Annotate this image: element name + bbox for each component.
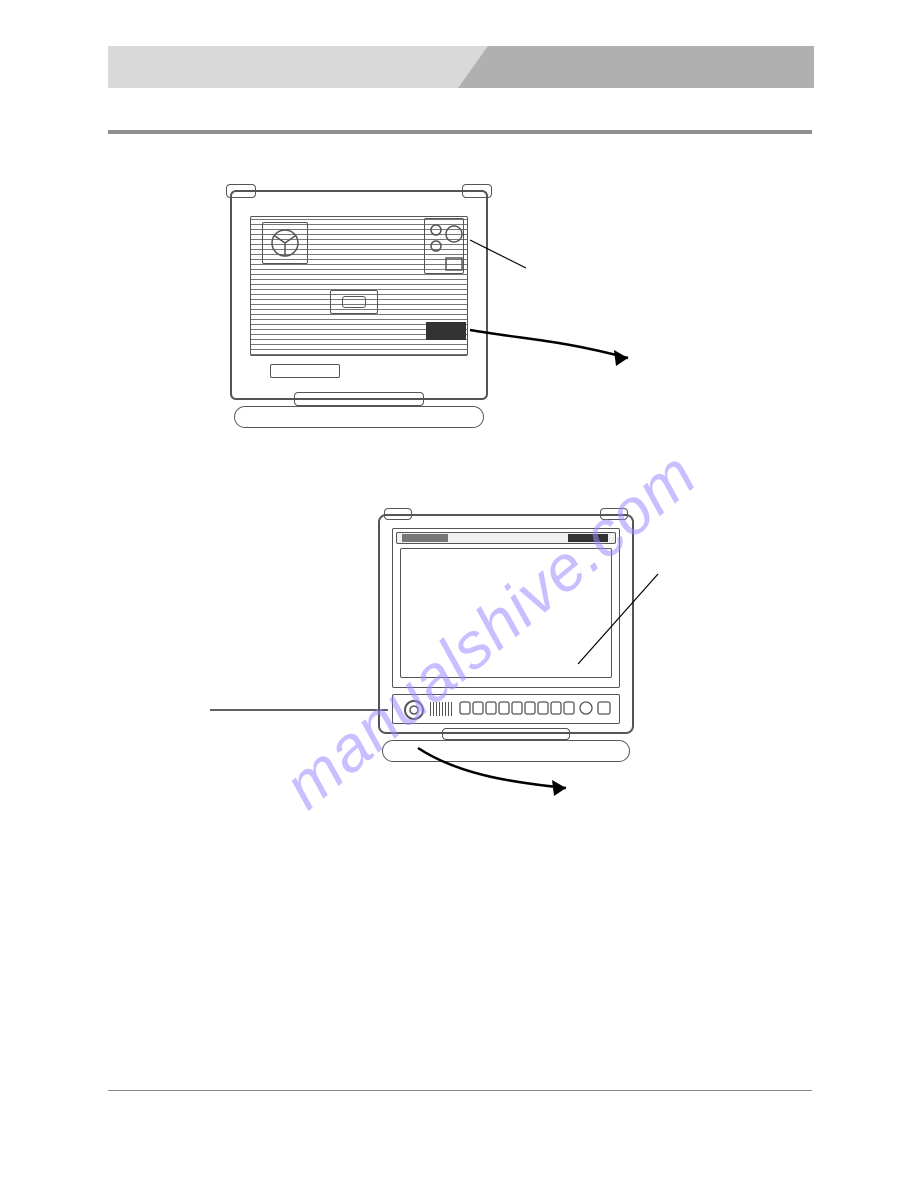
page: manualshive.com: [0, 0, 918, 1188]
figure-1: [230, 190, 490, 430]
header-banner: [108, 46, 814, 88]
fig1-arrow: [230, 190, 650, 450]
footer-rule: [108, 1090, 812, 1091]
fig2-callouts: [158, 514, 718, 814]
banner-dark: [458, 46, 814, 88]
figure-2: [378, 514, 636, 764]
header-rule: [108, 130, 812, 134]
